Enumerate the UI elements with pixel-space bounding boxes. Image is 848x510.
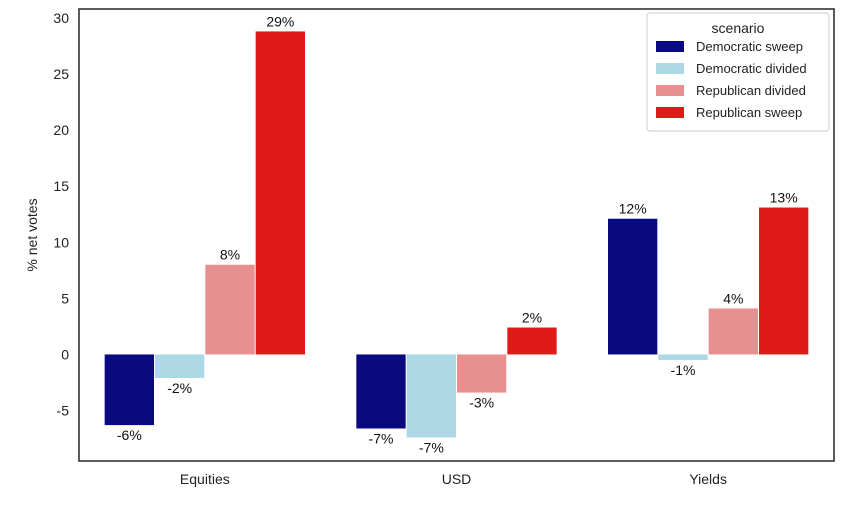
x-tick-label: Yields	[689, 471, 727, 487]
y-tick-label: 5	[61, 290, 69, 306]
legend-swatch	[656, 63, 684, 74]
legend-box	[646, 12, 830, 132]
y-tick-label: 10	[53, 234, 69, 250]
y-tick-label: 0	[61, 346, 69, 362]
bar-democratic-divided-yields	[658, 354, 708, 361]
bar-value-label: 8%	[220, 247, 240, 263]
y-axis-label: % net votes	[24, 198, 40, 271]
legend-label: Democratic divided	[696, 61, 807, 76]
legend-items: Democratic sweep Democratic divided Republ…	[656, 39, 807, 120]
bar-value-label: 13%	[770, 190, 798, 206]
legend-swatch	[656, 85, 684, 96]
x-tick-label: USD	[442, 471, 472, 487]
legend-title: scenario	[712, 20, 765, 36]
bar-republican-divided-equities	[205, 264, 255, 355]
bar-value-label: -2%	[167, 380, 192, 396]
bar-value-label: 2%	[522, 310, 542, 326]
bar-democratic-sweep-equities	[104, 354, 154, 426]
bar-value-label: 12%	[619, 201, 647, 217]
y-tick-label: 20	[53, 122, 69, 138]
legend-label: Republican sweep	[696, 105, 802, 120]
bar-republican-sweep-usd	[507, 327, 557, 355]
y-tick-label: 25	[53, 66, 69, 82]
y-tick-label: 30	[53, 10, 69, 26]
bar-value-label: 4%	[723, 290, 743, 306]
bar-value-label: 29%	[266, 13, 294, 29]
bar-value-label: -1%	[671, 362, 696, 378]
bar-value-label: -6%	[117, 427, 142, 443]
bar-labels-layer: -6% -7% 12% -2% -7% -1% 8% -3% 4% 29% 2% 13%	[117, 13, 798, 455]
legend-swatch	[656, 107, 684, 118]
bar-republican-sweep-equities	[255, 31, 305, 355]
bar-republican-sweep-yields	[759, 207, 809, 355]
bar-democratic-divided-usd	[406, 354, 456, 438]
bar-republican-divided-yields	[708, 308, 758, 355]
bar-value-label: -7%	[369, 430, 394, 446]
legend-label: Republican divided	[696, 83, 806, 98]
y-tick-label: -5	[57, 403, 70, 419]
legend-swatch	[656, 41, 684, 52]
bar-democratic-sweep-usd	[356, 354, 406, 429]
plot-area-frame	[78, 8, 835, 462]
legend-label: Democratic sweep	[696, 39, 803, 54]
y-tick-label: 15	[53, 178, 69, 194]
bar-democratic-divided-equities	[155, 354, 205, 379]
bar-republican-divided-usd	[457, 354, 507, 393]
bar-democratic-sweep-yields	[608, 218, 658, 355]
bars-layer	[104, 31, 809, 438]
bar-value-label: -7%	[419, 439, 444, 455]
y-axis: -5 0 5 10 15 20 25 30	[53, 10, 69, 419]
legend: scenario Democratic sweep Democratic divi…	[646, 12, 830, 132]
x-tick-label: Equities	[180, 471, 230, 487]
bar-value-label: -3%	[469, 395, 494, 411]
x-axis: Equities USD Yields	[180, 471, 727, 487]
